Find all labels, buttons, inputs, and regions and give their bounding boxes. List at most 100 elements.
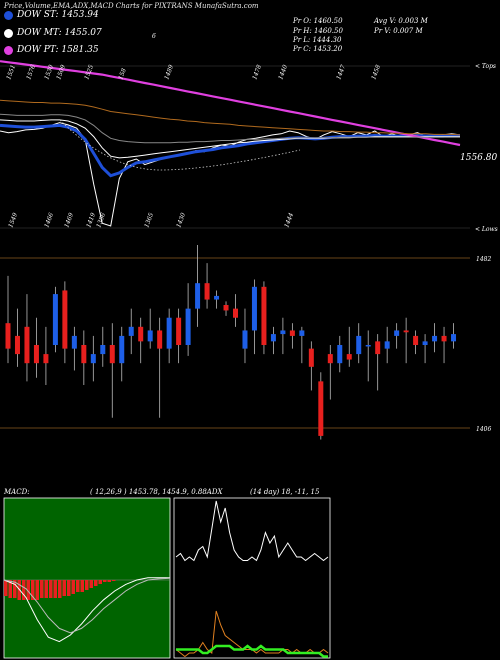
macd-histogram-bar xyxy=(103,580,107,582)
tops-label: < Tops xyxy=(475,63,497,70)
candle-body xyxy=(233,308,238,318)
bottom-tick-label: 1549 xyxy=(7,212,19,229)
top-tick-label: 1458 xyxy=(370,64,382,81)
legend-swatch-dow-pt xyxy=(4,45,13,55)
candle-body xyxy=(375,341,381,355)
candle-body xyxy=(109,345,115,364)
candle-body xyxy=(270,334,276,342)
candle-body xyxy=(365,345,371,347)
macd-histogram-bar xyxy=(112,580,116,581)
bottom-tick-label: 1444 xyxy=(283,212,295,229)
candle-body xyxy=(5,323,11,349)
macd-histogram-bar xyxy=(85,580,89,590)
candle-body xyxy=(280,330,286,335)
legend-dow-pt: DOW PT: 1581.35 xyxy=(4,45,99,55)
macd-histogram-bar xyxy=(71,580,75,594)
candle-body xyxy=(403,330,409,333)
lows-label: < Lows xyxy=(475,226,498,233)
bottom-tick-label: 1386 xyxy=(95,212,107,229)
macd-histogram-bar xyxy=(62,580,66,596)
candle-body xyxy=(356,335,362,355)
candle-body xyxy=(251,286,257,331)
candle-body xyxy=(261,286,267,345)
candle-body xyxy=(422,341,428,345)
macd-histogram-bar xyxy=(98,580,102,584)
adx-series-adx xyxy=(176,644,328,658)
adx-values: (14 day) 18, -11, 15 xyxy=(250,488,320,496)
candle-body xyxy=(52,294,58,345)
legend-swatch-dow-mt xyxy=(4,28,13,38)
macd-histogram-bar xyxy=(80,580,84,592)
candle-body xyxy=(223,305,229,311)
top-tick-label: 1525 xyxy=(83,64,95,81)
macd-histogram-bar xyxy=(53,580,57,598)
candle-body xyxy=(214,295,220,300)
legend-dow-st: DOW ST: 1453.94 xyxy=(4,10,99,20)
macd-histogram-bar xyxy=(8,580,12,598)
candle-body xyxy=(299,330,305,336)
candle-body xyxy=(384,341,390,349)
legend-value-dow-mt: 1455.07 xyxy=(64,28,102,38)
candle-body xyxy=(62,290,68,349)
candle-body xyxy=(33,345,39,364)
bottom-tick-label: 1469 xyxy=(63,212,75,229)
info-open: Pr O: 1460.50 xyxy=(293,17,343,25)
macd-histogram-bar xyxy=(4,580,8,596)
series-mid_ema xyxy=(0,113,460,144)
top-tick-label: 1530 xyxy=(43,64,55,81)
adx-series-di xyxy=(175,500,329,562)
macd-histogram-bar xyxy=(26,580,30,600)
candle-body xyxy=(413,335,419,345)
top-tick-label: 1440 xyxy=(277,64,289,81)
chart-header: Price,Volume,EMA,ADX,MACD Charts for PIX… xyxy=(4,2,259,10)
info-close: Pr C: 1453.20 xyxy=(293,45,343,53)
level-high-label: 1482 xyxy=(476,256,492,263)
top-tick-label: 1551 xyxy=(5,64,17,81)
candle-body xyxy=(441,335,447,342)
candle-body xyxy=(138,326,144,342)
macd-histogram-bar xyxy=(44,580,48,598)
candle-body xyxy=(90,354,96,364)
bottom-tick-label: 1419 xyxy=(85,212,97,229)
legend-label-dow-st: DOW ST: xyxy=(17,10,59,20)
top-tick-label: 1576 xyxy=(25,64,37,81)
candle-body xyxy=(242,330,248,349)
legend-label-dow-mt: DOW MT: xyxy=(17,28,62,38)
macd-histogram-bar xyxy=(76,580,80,592)
macd-signal-line xyxy=(3,577,171,634)
last-price-label: 1556.80 xyxy=(460,153,498,163)
candle-body xyxy=(337,345,343,364)
marker-6: 6 xyxy=(152,33,156,40)
candle-body xyxy=(195,283,201,309)
bottom-tick-label: 1466 xyxy=(43,212,55,229)
candle-body xyxy=(394,330,400,336)
level-low-label: 1406 xyxy=(476,426,492,433)
top-tick-label: 1489 xyxy=(163,64,175,81)
legend-dow-mt: DOW MT: 1455.07 xyxy=(4,28,102,38)
candle-body xyxy=(204,283,210,300)
adx-panel-bg xyxy=(173,497,331,659)
series-price xyxy=(0,122,461,227)
candle-body xyxy=(308,348,314,367)
candle-body xyxy=(157,330,163,349)
bottom-tick-label: 1365 xyxy=(143,212,155,229)
macd-histogram-bar xyxy=(22,580,26,600)
macd-title: MACD: xyxy=(4,488,30,496)
candle-body xyxy=(432,335,438,342)
candle-body xyxy=(147,330,153,342)
legend-value-dow-st: 1453.94 xyxy=(61,10,99,20)
candle-body xyxy=(119,335,125,364)
series-dow-mt xyxy=(0,119,460,159)
info-high: Pr H: 1460.50 xyxy=(293,27,343,35)
macd-histogram-bar xyxy=(49,580,53,598)
candle-body xyxy=(289,330,295,336)
candle-body xyxy=(318,381,324,436)
info-low: Pr L: 1444.30 xyxy=(293,36,342,44)
candle-body xyxy=(100,345,106,355)
candle-body xyxy=(81,345,87,364)
macd-histogram-bar xyxy=(13,580,17,598)
candle-body xyxy=(327,354,333,364)
macd-line xyxy=(3,577,170,643)
info-avg-vol: Avg V: 0.003 M xyxy=(374,17,428,25)
